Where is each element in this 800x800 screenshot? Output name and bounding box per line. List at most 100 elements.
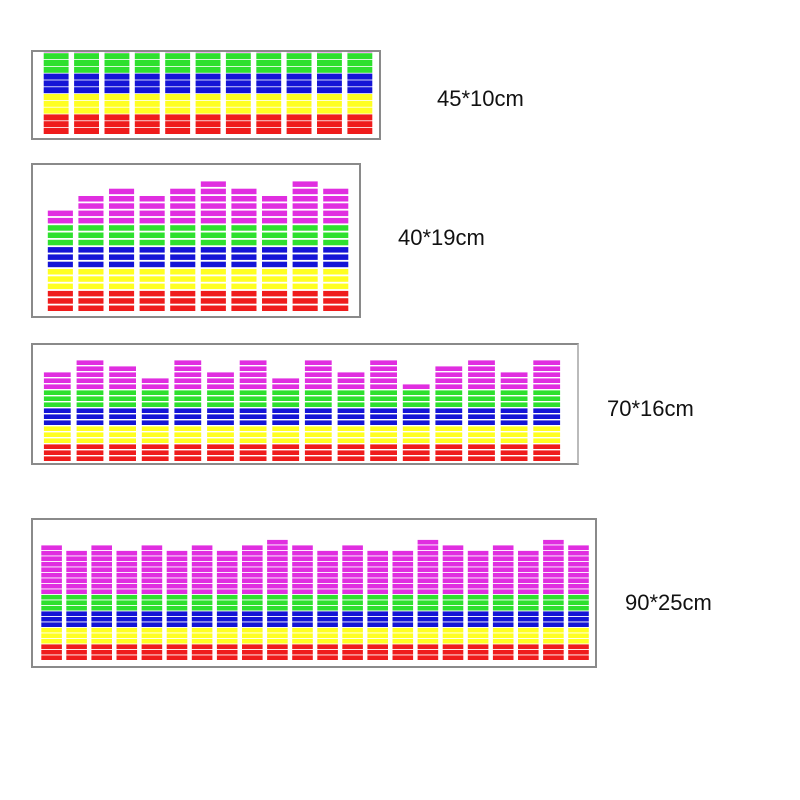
led-segment bbox=[216, 583, 238, 589]
led-segment bbox=[141, 644, 163, 649]
led-segment bbox=[207, 444, 234, 449]
led-segment bbox=[337, 450, 365, 455]
led-segment bbox=[141, 545, 163, 550]
led-segment bbox=[518, 561, 539, 567]
led-segment bbox=[66, 550, 87, 556]
led-segment bbox=[166, 633, 188, 638]
led-segment bbox=[47, 269, 73, 275]
led-segment bbox=[195, 100, 221, 107]
led-segment bbox=[41, 572, 62, 578]
led-segment bbox=[518, 550, 539, 556]
led-segment bbox=[467, 644, 489, 649]
led-segment bbox=[104, 80, 130, 87]
led-segment bbox=[141, 616, 163, 622]
led-segment bbox=[47, 298, 73, 304]
led-segment bbox=[216, 567, 238, 572]
led-segment bbox=[304, 456, 332, 461]
led-segment bbox=[467, 567, 489, 572]
led-segment bbox=[317, 53, 342, 60]
led-segment bbox=[141, 390, 169, 395]
led-segment bbox=[292, 616, 313, 622]
led-segment bbox=[442, 627, 464, 633]
led-segment bbox=[317, 638, 338, 644]
led-segment bbox=[225, 121, 251, 128]
led-segment bbox=[109, 396, 136, 401]
led-segment bbox=[200, 217, 226, 224]
led-segment bbox=[317, 66, 342, 73]
led-segment bbox=[109, 188, 135, 195]
led-segment bbox=[392, 578, 414, 583]
led-segment bbox=[78, 247, 104, 253]
led-segment bbox=[543, 572, 564, 578]
led-segment bbox=[468, 396, 495, 401]
led-segment bbox=[342, 622, 363, 627]
led-segment bbox=[317, 561, 338, 567]
led-segment bbox=[239, 384, 267, 389]
led-segment bbox=[41, 638, 62, 644]
led-segment bbox=[337, 456, 365, 461]
led-segment bbox=[216, 649, 238, 655]
led-segment bbox=[191, 649, 213, 655]
led-segment bbox=[165, 87, 191, 94]
led-segment bbox=[467, 572, 489, 578]
equalizer-column bbox=[500, 372, 528, 461]
led-segment bbox=[104, 87, 130, 94]
led-segment bbox=[292, 305, 318, 311]
led-segment bbox=[367, 572, 388, 578]
led-segment bbox=[76, 390, 104, 395]
led-segment bbox=[568, 578, 589, 583]
led-segment bbox=[41, 594, 62, 600]
led-segment bbox=[200, 225, 226, 231]
equalizer-bars-70x16 bbox=[43, 360, 561, 461]
led-segment bbox=[467, 561, 489, 567]
led-segment bbox=[47, 290, 73, 297]
led-segment bbox=[292, 583, 313, 589]
led-segment bbox=[543, 578, 564, 583]
led-segment bbox=[225, 60, 251, 66]
led-segment bbox=[347, 107, 373, 114]
led-segment bbox=[292, 644, 313, 649]
led-segment bbox=[262, 269, 288, 275]
equalizer-column bbox=[286, 52, 312, 134]
led-segment bbox=[347, 80, 373, 87]
led-segment bbox=[47, 210, 73, 217]
led-segment bbox=[323, 283, 349, 290]
led-segment bbox=[435, 396, 463, 401]
led-segment bbox=[292, 232, 318, 238]
led-segment bbox=[141, 567, 163, 572]
led-segment bbox=[568, 561, 589, 567]
led-segment bbox=[239, 378, 267, 383]
led-segment bbox=[116, 583, 138, 589]
led-segment bbox=[109, 203, 135, 209]
led-segment bbox=[216, 633, 238, 638]
led-segment bbox=[337, 384, 365, 389]
led-segment bbox=[442, 545, 464, 550]
led-segment bbox=[41, 644, 62, 649]
led-segment bbox=[134, 114, 160, 121]
led-segment bbox=[370, 408, 397, 413]
led-segment bbox=[239, 390, 267, 395]
led-segment bbox=[78, 290, 104, 297]
led-segment bbox=[367, 638, 388, 644]
led-segment bbox=[256, 107, 282, 114]
led-segment bbox=[256, 114, 282, 121]
led-segment bbox=[492, 589, 514, 594]
led-segment bbox=[317, 578, 338, 583]
equalizer-column bbox=[174, 360, 202, 461]
led-segment bbox=[323, 239, 349, 246]
led-segment bbox=[141, 450, 169, 455]
led-segment bbox=[337, 438, 365, 443]
led-segment bbox=[139, 254, 165, 260]
led-segment bbox=[370, 432, 397, 437]
equalizer-column bbox=[518, 550, 539, 660]
led-segment bbox=[139, 217, 165, 224]
led-segment bbox=[518, 638, 539, 644]
led-segment bbox=[207, 414, 234, 419]
led-segment bbox=[337, 378, 365, 383]
led-segment bbox=[116, 627, 138, 633]
led-segment bbox=[533, 402, 561, 407]
led-segment bbox=[292, 298, 318, 304]
led-segment bbox=[191, 655, 213, 660]
led-segment bbox=[417, 649, 439, 655]
equalizer-column bbox=[417, 539, 439, 660]
